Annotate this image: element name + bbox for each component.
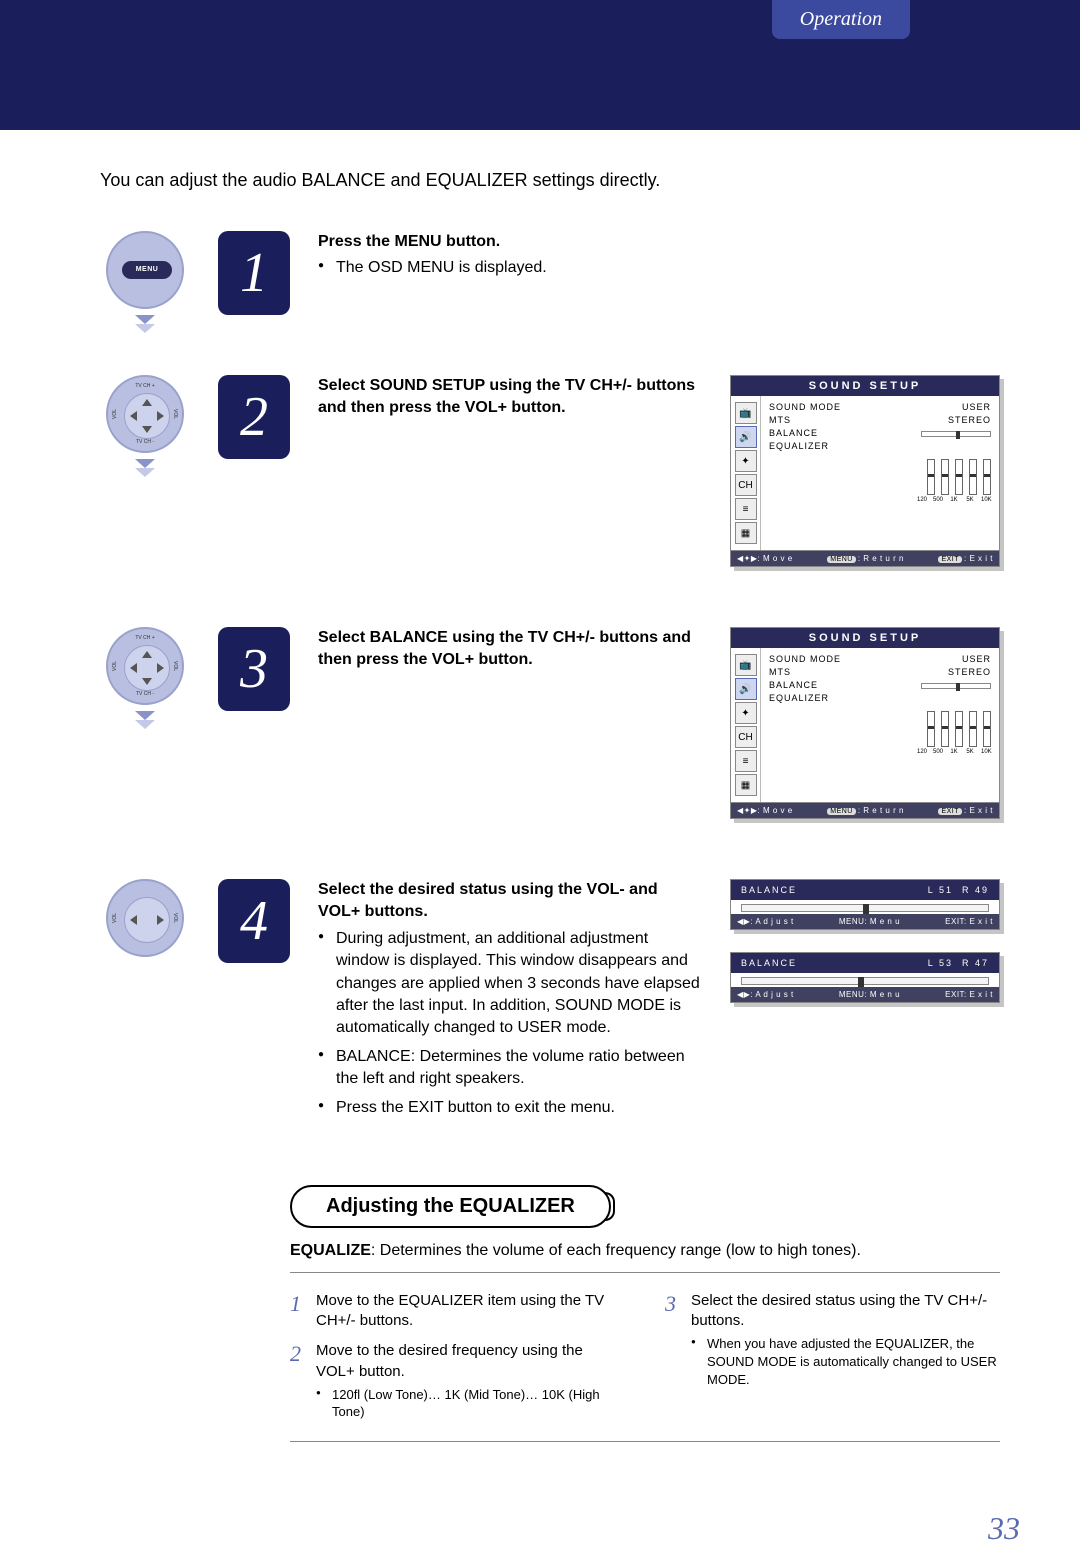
remote-menu-button: MENU (122, 261, 172, 279)
osd-icon-tv: 📺 (735, 654, 757, 676)
osd-row: EQUALIZER (769, 693, 991, 703)
down-arrow-icon (100, 709, 190, 731)
intro-text: You can adjust the audio BALANCE and EQU… (100, 170, 1000, 191)
step-4-bullet: During adjustment, an additional adjustm… (318, 928, 702, 1040)
osd-footer: ◀✦▶: M o v e MENU: R e t u r n EXIT: E x… (731, 550, 999, 566)
step-4-bullet: BALANCE: Determines the volume ratio bet… (318, 1046, 702, 1091)
osd-title: SOUND SETUP (731, 376, 999, 396)
balance-label: BALANCE (741, 958, 928, 968)
eq-step-3-sub: When you have adjusted the EQUALIZER, th… (691, 1335, 1000, 1388)
osd-icon-ch: CH (735, 726, 757, 748)
osd-title: SOUND SETUP (731, 628, 999, 648)
step-number-badge: 3 (218, 627, 290, 711)
step-number-badge: 4 (218, 879, 290, 963)
step-4-bullet: Press the EXIT button to exit the menu. (318, 1097, 702, 1119)
osd-footer: ◀▶: A d j u s t MENU: M e n u EXIT: E x … (731, 914, 999, 929)
osd-icon-tv: 📺 (735, 402, 757, 424)
osd-icon-grid: ▦ (735, 774, 757, 796)
remote-graphic-2: TV CH + TV CH - VOL VOL (100, 375, 190, 479)
remote-vol-r-label: VOL (172, 661, 178, 671)
osd-icon-ch: CH (735, 474, 757, 496)
remote-vol-r-label: VOL (172, 409, 178, 419)
osd-equalizer-bars (769, 459, 991, 495)
osd-icon-column: 📺 🔊 ✦ CH ≡ ▦ (731, 648, 761, 802)
step-3-title: Select BALANCE using the TV CH+/- button… (318, 627, 702, 672)
osd-balance-box-1: BALANCEL 51 R 49 ◀▶: A d j u s t MENU: M… (730, 879, 1000, 930)
osd-balance-slider (921, 431, 991, 437)
page-number: 33 (0, 1500, 1080, 1567)
osd-icon-feature: ✦ (735, 450, 757, 472)
remote-graphic-3: TV CH + TV CH - VOL VOL (100, 627, 190, 731)
equalizer-heading-pill: Adjusting the EQUALIZER (290, 1185, 611, 1228)
step-number-badge: 1 (218, 231, 290, 315)
step-4-title: Select the desired status using the VOL-… (318, 879, 702, 924)
osd-footer: ◀✦▶: M o v e MENU: R e t u r n EXIT: E x… (731, 802, 999, 818)
osd-row: SOUND MODEUSER (769, 654, 991, 664)
remote-ch-up-label: TV CH + (135, 383, 154, 389)
divider (290, 1272, 1000, 1273)
balance-left-value: L 53 (928, 958, 953, 968)
osd-balance-box-2: BALANCEL 53 R 47 ◀▶: A d j u s t MENU: M… (730, 952, 1000, 1003)
osd-eq-labels: 1205001K5K10K (769, 749, 991, 755)
osd-icon-list: ≡ (735, 750, 757, 772)
step-1-bullet: The OSD MENU is displayed. (318, 257, 1000, 279)
remote-ch-down-label: TV CH - (136, 439, 154, 445)
osd-icon-sound: 🔊 (735, 678, 757, 700)
balance-slider (741, 977, 989, 985)
osd-icon-column: 📺 🔊 ✦ CH ≡ ▦ (731, 396, 761, 550)
remote-graphic-4: VOL VOL (100, 879, 190, 957)
remote-ch-down-label: TV CH - (136, 691, 154, 697)
osd-sound-setup-2: SOUND SETUP 📺 🔊 ✦ CH ≡ ▦ SOUND MODEUSER … (730, 627, 1000, 819)
remote-vol-l-label: VOL (112, 661, 118, 671)
eq-step-2-sub: 120fl (Low Tone)… 1K (Mid Tone)… 10K (Hi… (316, 1386, 625, 1421)
osd-row: MTSSTEREO (769, 415, 991, 425)
header-band: Operation (0, 0, 1080, 130)
eq-step-2: 2 Move to the desired frequency using th… (290, 1341, 625, 1421)
osd-row: BALANCE (769, 680, 991, 690)
step-1-title: Press the MENU button. (318, 231, 1000, 253)
divider (290, 1441, 1000, 1442)
eq-step-3: 3 Select the desired status using the TV… (665, 1291, 1000, 1388)
balance-right-value: R 49 (962, 885, 989, 895)
down-arrow-icon (100, 313, 190, 335)
osd-icon-sound: 🔊 (735, 426, 757, 448)
step-3: TV CH + TV CH - VOL VOL 3 Select BALANCE… (100, 627, 1000, 839)
balance-slider (741, 904, 989, 912)
osd-row: EQUALIZER (769, 441, 991, 451)
osd-row: SOUND MODEUSER (769, 402, 991, 412)
balance-left-value: L 51 (928, 885, 953, 895)
header-tab: Operation (772, 0, 910, 39)
osd-icon-grid: ▦ (735, 522, 757, 544)
eq-step-1: 1 Move to the EQUALIZER item using the T… (290, 1291, 625, 1332)
osd-balance-slider (921, 683, 991, 689)
osd-sound-setup-1: SOUND SETUP 📺 🔊 ✦ CH ≡ ▦ SOUND MODEUSER … (730, 375, 1000, 567)
osd-footer: ◀▶: A d j u s t MENU: M e n u EXIT: E x … (731, 987, 999, 1002)
osd-eq-labels: 1205001K5K10K (769, 497, 991, 503)
remote-vol-l-label: VOL (112, 913, 118, 923)
osd-icon-feature: ✦ (735, 702, 757, 724)
step-number-badge: 2 (218, 375, 290, 459)
remote-vol-r-label: VOL (172, 913, 178, 923)
step-4: VOL VOL 4 Select the desired status usin… (100, 879, 1000, 1125)
step-2: TV CH + TV CH - VOL VOL 2 Select SOUND S… (100, 375, 1000, 587)
equalizer-description: EQUALIZE: Determines the volume of each … (290, 1242, 1000, 1260)
osd-icon-list: ≡ (735, 498, 757, 520)
remote-ch-up-label: TV CH + (135, 635, 154, 641)
remote-vol-l-label: VOL (112, 409, 118, 419)
balance-label: BALANCE (741, 885, 928, 895)
remote-graphic-1: MENU (100, 231, 190, 335)
balance-right-value: R 47 (962, 958, 989, 968)
down-arrow-icon (100, 457, 190, 479)
osd-row: BALANCE (769, 428, 991, 438)
osd-row: MTSSTEREO (769, 667, 991, 677)
osd-equalizer-bars (769, 711, 991, 747)
step-2-title: Select SOUND SETUP using the TV CH+/- bu… (318, 375, 702, 420)
step-1: MENU 1 Press the MENU button. The OSD ME… (100, 231, 1000, 335)
